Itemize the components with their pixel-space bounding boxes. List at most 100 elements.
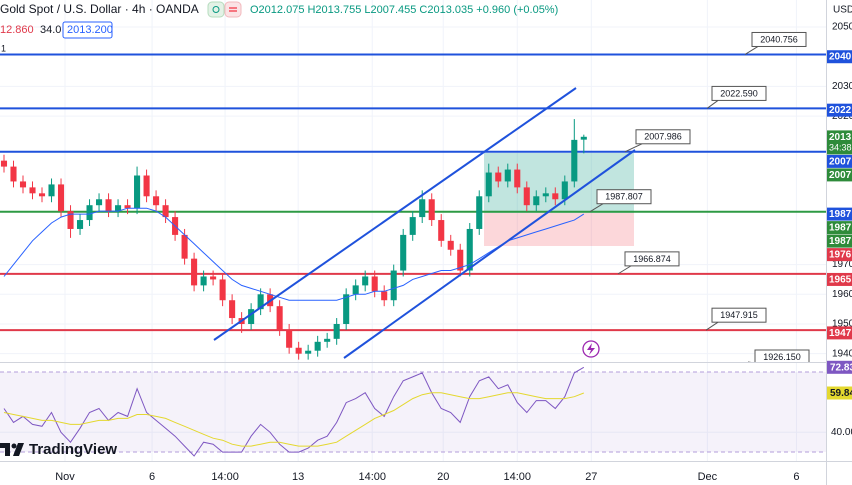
x-tick-label: 6 [149,471,155,483]
alert-toggle[interactable] [224,1,242,18]
y-tick-label: 1970 [832,259,852,270]
channel-upper [213,87,577,341]
candle-body [438,220,445,241]
price-tag-label: 2007 [829,156,852,167]
candle-body [86,205,93,221]
callout-label: 1947.915 [720,310,758,320]
callout-box [711,307,767,323]
price-tag [827,272,852,286]
candle-body [352,285,359,295]
price-tag-label: 1987 [829,209,852,220]
main-pane: 2040.756 2022.590 2007.986 1987.807 1966.874… [0,31,826,362]
indicator-tag [827,386,852,400]
candle-body [134,175,141,209]
price-tag-label: 2013 [829,132,852,143]
price-tag-label: 2007 [829,170,852,181]
candle-body [96,199,103,206]
candle-body [76,220,84,229]
candle-body [257,294,264,310]
eye-icon [212,6,220,13]
x-tick-label: 13 [292,471,304,483]
candle-body [295,347,302,354]
candle-body [533,196,540,206]
x-tick-label: 14:00 [211,471,239,483]
candle-body [495,172,502,182]
y-tick-label: 2050 [832,22,852,33]
candle-body [48,184,55,197]
indicator-tag-label: 59.84 [830,388,852,399]
x-tick-label: Dec [698,471,718,483]
x-tick-label: 27 [585,471,597,483]
callout-pointer [705,321,719,331]
candle-body [409,217,416,235]
indicator-tag [827,360,852,374]
price-tag-label: 1965 [829,274,852,285]
visibility-toggle[interactable] [207,1,225,18]
candle-body [276,306,283,330]
price-tag [827,130,852,155]
candle-body [105,199,112,212]
indicator-value: 12.860 [0,24,34,36]
candle-body [542,193,549,197]
logo-slash [13,443,24,456]
candle-body [428,199,435,221]
callout-pointer [744,46,759,55]
candle-body [466,228,473,271]
channel-lower [343,149,636,359]
candle-body [362,276,369,286]
brand-name: TradingView [29,441,117,458]
price-tag-label: 2022 [829,105,852,116]
y-tick-label: 1950 [832,319,852,330]
price-tag-label: 1987 [829,223,852,234]
rsi-pane [0,366,826,457]
candle-body [561,181,568,200]
candle-body [580,136,587,140]
callout-box [711,85,767,101]
candle-body [314,341,321,351]
candle-body [324,338,331,342]
price-marks [0,119,587,360]
candle-body [153,196,160,206]
y-tick-label: 1960 [832,289,852,300]
price-tag-label: 1987 [829,236,852,247]
x-tick-label: Nov [55,471,75,483]
y-tick-label: 40.00 [831,427,852,438]
candle-body [390,270,397,301]
candle-body [447,240,454,250]
price-tag [827,207,852,221]
indicator-line [3,392,584,447]
candle-body [514,169,521,188]
price-tag-label: 1976 [829,250,852,261]
candle-body [181,234,188,259]
rsi-lines [3,366,585,457]
ohlc-values: O2012.075 H2013.755 L2007.455 C2013.035 … [250,4,558,16]
price-tag [827,248,852,262]
y-tick-label: 2030 [832,81,852,92]
candle-body [19,181,27,188]
callout-label: 1987.807 [605,192,643,202]
candle-body [485,172,492,197]
candle-body [0,160,8,167]
candle-body [371,276,378,292]
callout-label: 2022.590 [720,88,758,98]
callouts: 2040.756 2022.590 2007.986 1987.807 1966.874… [589,31,810,362]
grid [0,0,826,461]
callout-pointer [589,203,604,213]
candle-body [248,309,255,324]
candle-body [38,193,46,197]
y-tick-label: 1940 [832,348,852,359]
callout-box [751,31,807,47]
price-tag-label: 2040 [829,52,852,63]
candle-body [143,175,150,197]
candle-body [504,169,511,182]
symbol-title: Gold Spot / U.S. Dollar · 4h · OANDA [0,2,199,16]
price-tag [827,221,852,235]
candle-body [219,279,226,301]
x-tick-label: 14:00 [358,471,386,483]
callout-label: 1926.150 [763,352,801,362]
candle-body [333,323,340,339]
candle-body [10,166,17,182]
countdown: 34:38 [829,142,852,152]
